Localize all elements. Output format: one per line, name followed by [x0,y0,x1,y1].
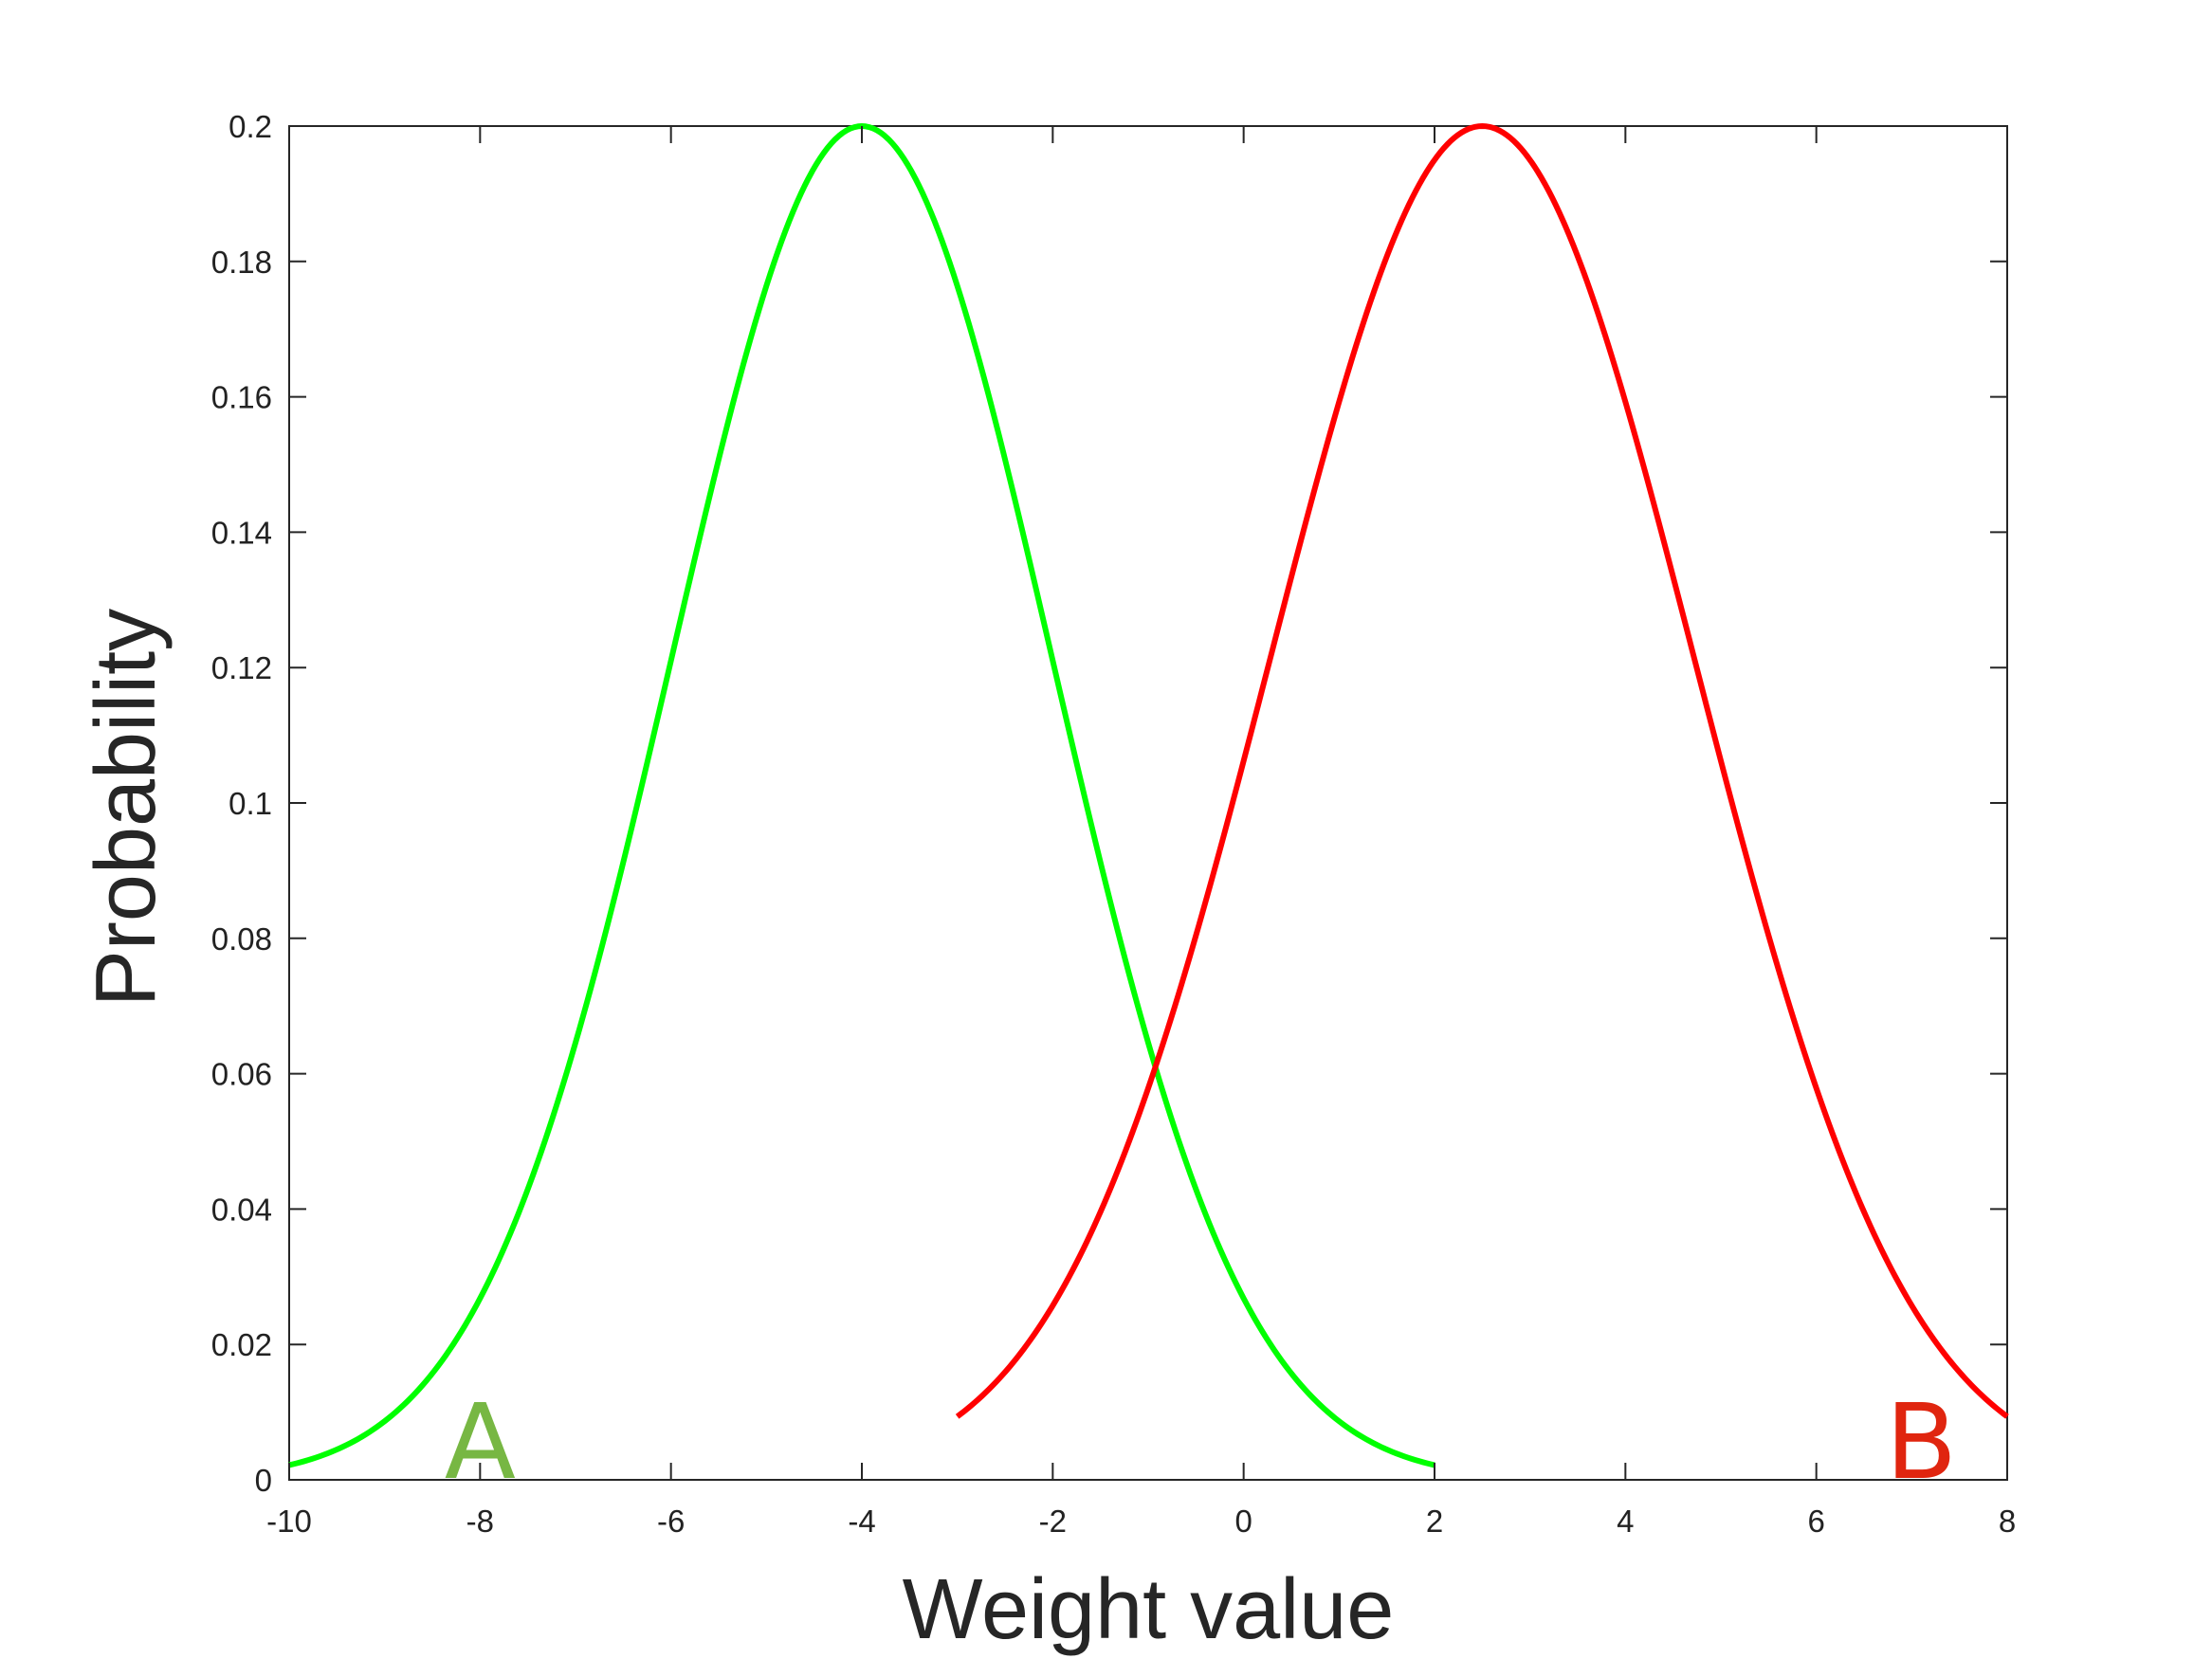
y-tick-label: 0.02 [211,1327,272,1362]
x-tick-label: -10 [266,1504,312,1539]
y-tick-label: 0.2 [229,109,272,144]
x-tick-label: 0 [1234,1504,1252,1539]
y-tick-label: 0.12 [211,650,272,685]
series-layer [288,123,2009,1468]
y-tick-label: 0.04 [211,1192,272,1227]
tick-layer: -10 -8 -6 -4 -2 0 2 4 6 8 0 0.02 0.04 0.06 0.08 0.1 0.12… [211,109,2016,1539]
y-tick-label: 0.06 [211,1057,272,1092]
plot-box [288,125,2008,1481]
y-tick-label: 0.1 [229,786,272,821]
y-tick-label: 0.18 [211,245,272,280]
series-line-a [288,123,1435,1468]
series-line-b [955,123,2009,1419]
y-axis-title: Probability [79,609,174,1007]
y-tick-label: 0.14 [211,515,272,550]
x-axis-title: Weight value [903,1562,1395,1657]
x-tick-label: 4 [1617,1504,1634,1539]
y-tick-label: 0.08 [211,921,272,957]
x-tick-label: -6 [657,1504,685,1539]
series-label-a: A [445,1381,516,1503]
x-tick-label: -4 [848,1504,875,1539]
x-tick-label: 2 [1426,1504,1443,1539]
plot-area [288,125,2008,1481]
x-tick-label: 6 [1807,1504,1824,1539]
series-label-b: B [1886,1381,1957,1503]
y-tick-label: 0 [255,1463,272,1498]
y-tick-label: 0.16 [211,380,272,415]
x-tick-label: -8 [466,1504,494,1539]
x-tick-label: 8 [1999,1504,2016,1539]
x-tick-label: -2 [1039,1504,1067,1539]
